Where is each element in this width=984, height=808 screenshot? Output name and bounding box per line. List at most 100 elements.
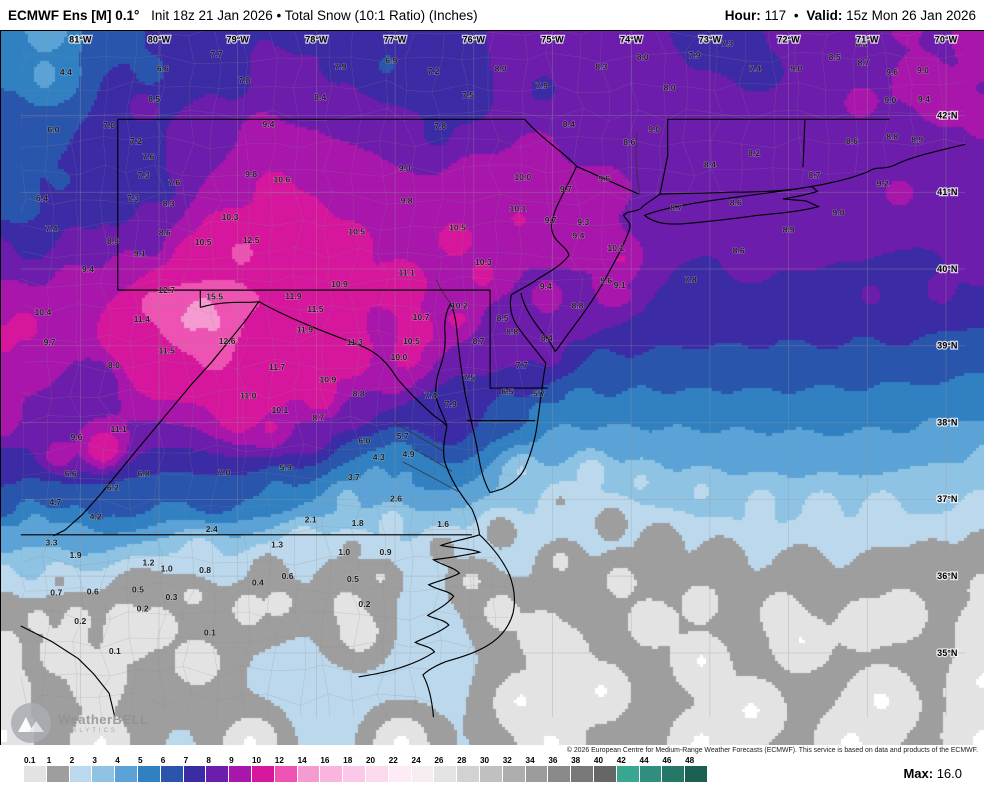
colorbar-swatch [548,766,571,782]
coast-chesapeake-east [450,303,491,493]
snow-value-label: 8.8 [353,389,365,399]
coast-new-england [659,143,966,195]
snow-value-label: 7.3 [127,193,139,203]
header-bar: ECMWF Ens [M] 0.1° Init 18z 21 Jan 2026 … [0,0,984,30]
snow-value-label: 5.9 [280,463,292,473]
snow-value-label: 8.2 [748,148,760,158]
snow-value-label: 8.4 [704,159,716,169]
snow-value-label: 0.4 [252,578,264,588]
snow-value-label: 11.7 [269,362,286,372]
colorbar-swatch [115,766,137,782]
snow-value-label: 1.9 [70,550,82,560]
snow-value-label: 9.0 [790,63,802,73]
snow-value-label: 2.1 [305,514,317,524]
colorbar-swatch [160,766,183,782]
snow-value-label: 6.5 [501,387,513,397]
snow-value-label: 11.9 [297,324,314,334]
snow-value-label: 8.4 [563,119,575,129]
snow-value-label: 11.9 [285,291,302,301]
snow-value-label: 7.0 [103,120,115,130]
border-de-bay-east [520,292,556,352]
colorbar-swatch [46,766,69,782]
longitude-label: 75°W [541,35,564,45]
colorbar-swatch [251,766,274,782]
snow-value-label: 6.9 [385,56,397,66]
snow-value-label: 8.5 [497,313,509,323]
snow-value-label: 12.6 [219,336,236,346]
snow-value-label: 10.1 [272,405,289,415]
snow-value-label: 8.3 [595,61,607,71]
snow-value-label: 10.4 [34,307,51,317]
snow-value-label: 7.9 [445,399,457,409]
snow-value-label: 6.0 [47,125,59,135]
snow-value-label: 10.3 [222,212,239,222]
colorbar-swatch [571,766,593,782]
watermark-sub: ANALYTICS [58,727,118,734]
colorbar-swatch [502,766,525,782]
snow-value-label: 8.6 [623,137,635,147]
snow-value-label: 7.8 [238,75,250,85]
longitude-label: 74°W [620,35,643,45]
colorbar-tick: 3 [92,756,97,765]
snow-value-label: 8.6 [159,227,171,237]
snow-value-label: 1.2 [142,558,154,568]
snow-value-label: 7.4 [425,391,437,401]
snow-value-label: 8.8 [886,131,898,141]
colorbar-swatch [639,766,662,782]
snow-value-label: 8.6 [733,246,745,256]
colorbar-tick: 7 [183,756,189,765]
weatherbell-watermark: WeatherBELL ANALYTICS [11,703,149,743]
colorbar-tick: 24 [411,756,421,765]
longitude-label: 81°W [69,35,92,45]
snow-value-label: 11.1 [111,424,128,434]
snow-value-label: 3.7 [348,472,360,482]
snow-value-label: 9.4 [540,281,552,291]
border-de-bay-west [509,294,547,364]
snow-value-label: 8.0 [495,63,507,73]
max-value: 16.0 [936,766,962,781]
snow-value-label: 9.4 [572,230,584,240]
longitude-label: 72°W [777,35,800,45]
snow-value-label: 9.6 [70,432,82,442]
snow-value-label: 0.3 [165,592,177,602]
colorbar-tick: 20 [365,756,376,765]
coast-va [471,508,481,535]
colorbar-swatch [92,766,115,782]
colorbar-swatch [69,766,92,782]
snow-value-label: 1.8 [352,518,364,528]
border-ny-ct [659,119,669,195]
snow-value-label: 9.7 [44,337,56,347]
snow-value-label: 7.9 [334,61,346,71]
snow-value-label: 8.0 [664,83,676,93]
snow-value-label: 11.3 [347,337,364,347]
colorbar-tick: 1 [46,756,52,765]
snow-value-label: 10.5 [348,226,365,236]
latitude-label: 38°N [937,417,957,427]
snow-value-label: 0.6 [282,571,294,581]
coast-long-island [643,185,821,225]
colorbar-tick: 28 [457,756,467,765]
colorbar [24,766,708,782]
colorbar-swatch [229,766,251,782]
border-ct-ri [802,119,806,168]
snow-value-label: 10.9 [320,374,337,384]
snow-value-label: 7.8 [685,274,697,284]
hour-valid: Hour: 117 • Valid: 15z Mon 26 Jan 2026 [725,8,976,23]
snow-value-label: 7.6 [168,178,180,188]
snow-value-label: 7.5 [462,90,474,100]
snow-value-label: 1.3 [271,539,283,549]
colorbar-swatch [662,766,685,782]
coast-delmarva [489,362,547,494]
snow-value-label: 5.7 [397,431,409,441]
snow-value-label: 10.1 [607,243,624,253]
snow-value-label: 6.4 [36,193,48,203]
snow-value-label: 10.5 [403,336,420,346]
longitude-label: 79°W [227,35,250,45]
snow-value-label: 10.6 [273,175,290,185]
colorbar-swatch [388,766,411,782]
colorbar-swatch [525,766,548,782]
latitude-label: 39°N [937,341,957,351]
snow-value-label: 1.0 [338,547,350,557]
snow-value-label: 7.6 [142,152,154,162]
snow-value-label: 10.5 [195,237,212,247]
